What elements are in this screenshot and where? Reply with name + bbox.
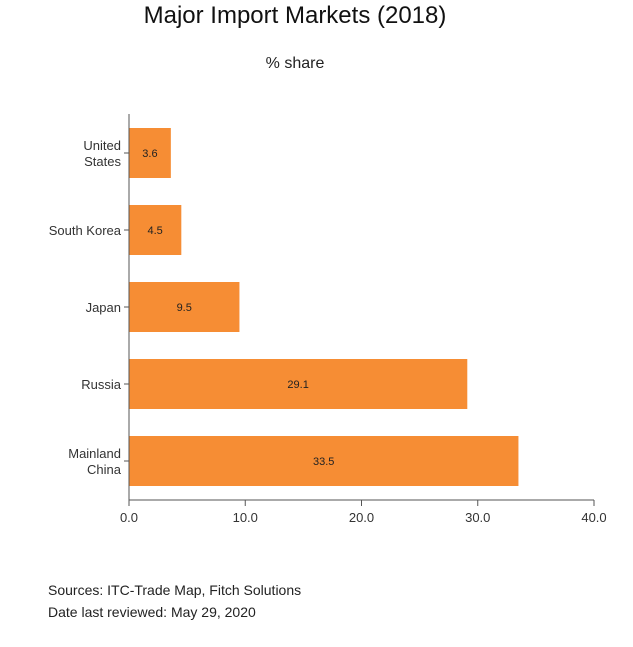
bar-chart: 3.6 4.5 9.5 29.1 33.5 United States South Kore… — [49, 114, 607, 525]
x-axis: 0.0 10.0 20.0 30.0 40.0 — [120, 499, 607, 525]
bar-value-label: 4.5 — [148, 225, 163, 237]
category-label: United States — [83, 138, 121, 169]
bar-value-label: 3.6 — [142, 148, 157, 160]
x-tick-label: 20.0 — [349, 510, 374, 525]
category-labels-group: United States South Korea Japan Russia Mainla… — [49, 114, 130, 500]
bar — [129, 359, 468, 409]
bar — [129, 282, 240, 332]
bar — [129, 436, 519, 486]
x-tick-label: 40.0 — [581, 510, 606, 525]
category-label: Japan — [86, 300, 121, 315]
bars-group: 3.6 4.5 9.5 29.1 33.5 — [129, 128, 519, 486]
date-reviewed-note: Date last reviewed: May 29, 2020 — [48, 604, 256, 620]
x-tick-label: 10.0 — [233, 510, 258, 525]
chart-title: Major Import Markets (2018) — [143, 2, 447, 29]
bar-value-label: 29.1 — [287, 379, 308, 391]
sources-note: Sources: ITC-Trade Map, Fitch Solutions — [48, 582, 302, 598]
bar-value-label: 33.5 — [313, 456, 334, 468]
x-tick-label: 30.0 — [465, 510, 490, 525]
bar — [129, 205, 182, 255]
bar-value-label: 9.5 — [177, 302, 192, 314]
x-tick-label: 0.0 — [120, 510, 138, 525]
chart-subtitle: % share — [265, 55, 325, 72]
category-label: Mainland China — [68, 446, 122, 477]
bar — [129, 128, 171, 178]
category-label: South Korea — [49, 223, 122, 238]
category-label: Russia — [81, 377, 122, 392]
